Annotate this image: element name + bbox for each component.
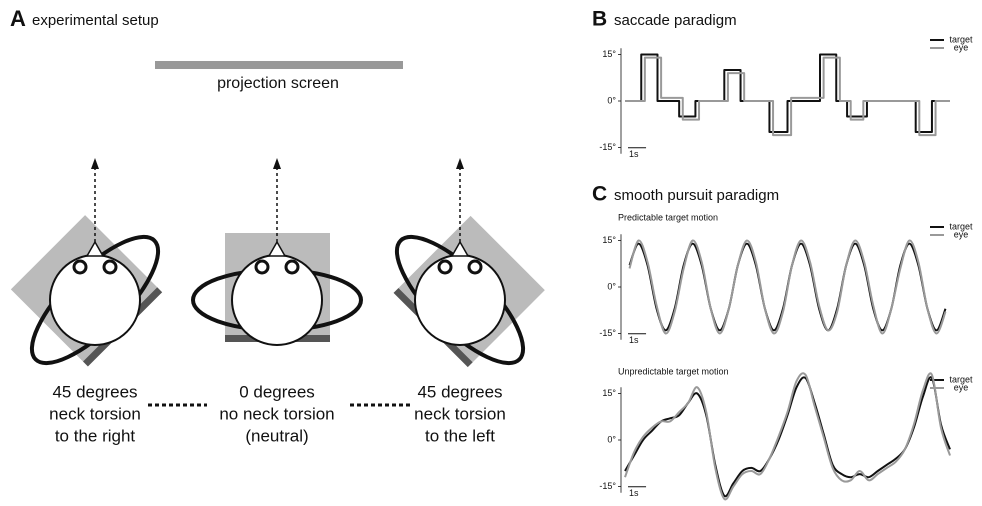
condition-label: to the left (425, 426, 495, 445)
trace (625, 53, 950, 133)
trace (624, 376, 951, 498)
condition-label: 0 degrees (239, 382, 315, 401)
y-tick-label: -15° (599, 142, 616, 152)
panel-title: saccade paradigm (614, 12, 737, 29)
condition-label: (neutral) (245, 426, 308, 445)
legend-label: target (949, 34, 973, 44)
condition-label: 45 degrees (52, 382, 137, 401)
legend-label: eye (954, 42, 969, 52)
panel-letter: A (10, 6, 26, 31)
trace (625, 56, 950, 137)
y-tick-label: 15° (602, 49, 616, 59)
panel-title: smooth pursuit paradigm (614, 187, 779, 204)
y-tick-label: -15° (599, 328, 616, 338)
scale-bar-label: 1s (629, 488, 639, 498)
subject-neutral (191, 156, 363, 347)
legend-label: eye (954, 382, 969, 392)
screen-label: projection screen (217, 75, 339, 92)
y-tick-label: 0° (607, 281, 616, 291)
trace (624, 372, 951, 501)
scale-bar-label: 1s (629, 149, 639, 159)
scale-bar-label: 1s (629, 335, 639, 345)
legend-label: target (949, 221, 973, 231)
y-tick-label: 0° (607, 434, 616, 444)
subject-left (393, 156, 545, 368)
projection-screen (155, 61, 403, 69)
panel-letter: B (592, 8, 607, 31)
condition-label: 45 degrees (417, 382, 502, 401)
y-tick-label: 0° (607, 95, 616, 105)
subject-right (10, 156, 163, 367)
condition-label: neck torsion (49, 404, 141, 423)
panel-letter: C (592, 183, 607, 206)
chart-subtitle: Unpredictable target motion (618, 366, 729, 376)
legend-label: eye (954, 229, 969, 239)
y-tick-label: -15° (599, 481, 616, 491)
y-tick-label: 15° (602, 235, 616, 245)
trace (628, 239, 947, 335)
condition-label: neck torsion (414, 404, 506, 423)
y-tick-label: 15° (602, 388, 616, 398)
condition-labels: 45 degrees neck torsion to the right 0 degr… (49, 382, 506, 445)
legend-label: target (949, 374, 973, 384)
chart-subtitle: Predictable target motion (618, 212, 718, 222)
panel-title: experimental setup (32, 12, 159, 29)
condition-label: no neck torsion (219, 404, 334, 423)
condition-label: to the right (55, 426, 136, 445)
